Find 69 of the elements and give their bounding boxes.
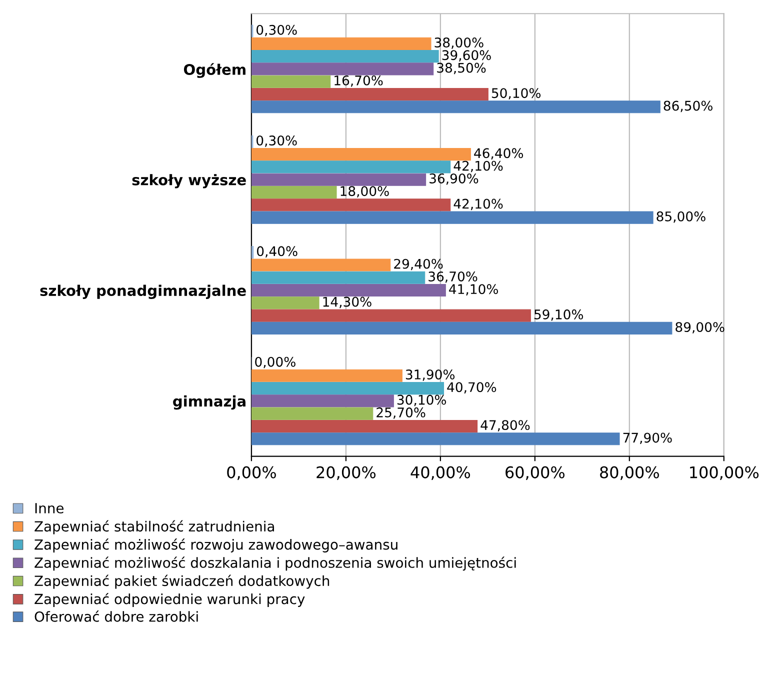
data-label: 30,10% (397, 394, 446, 406)
data-label: 85,00% (656, 211, 706, 223)
data-label: 42,10% (454, 198, 503, 210)
legend-label: Zapewniać stabilność zatrudnienia (34, 520, 274, 534)
bar (251, 322, 672, 335)
data-label: 42,10% (454, 160, 503, 172)
bar (251, 284, 446, 297)
data-label: 36,70% (428, 271, 478, 283)
legend-label: Zapewniać możliwość rozwoju zawodowego–awansu (34, 538, 398, 552)
data-label: 36,90% (430, 173, 478, 185)
data-label: 16,70% (334, 75, 383, 87)
data-label: 0,40% (257, 246, 298, 258)
y-tick-label: szkoły ponadgimnazjalne (40, 284, 246, 299)
data-label: 50,10% (492, 88, 541, 100)
bar (251, 420, 478, 433)
bar (251, 369, 402, 382)
bar (251, 186, 337, 199)
x-tick-label: 40,00% (410, 466, 470, 480)
data-label: 18,00% (340, 186, 389, 198)
legend-label: Oferować dobre zarobki (34, 610, 198, 622)
data-label: 14,30% (323, 296, 372, 308)
bar (251, 211, 654, 224)
data-label: 77,90% (623, 432, 672, 444)
x-tick-label: 0,00% (227, 466, 276, 480)
data-label: 38,50% (437, 62, 486, 74)
data-label: 0,30% (256, 24, 297, 36)
data-label: 40,70% (447, 382, 496, 394)
bar (251, 75, 331, 88)
bar (251, 100, 660, 114)
bar (251, 173, 426, 186)
bar (251, 432, 620, 446)
bar (251, 394, 394, 408)
bar (251, 382, 444, 395)
bar (251, 37, 432, 50)
legend-label: Zapewniać możliwość doszkalania i podnoszenia swoich umiejętności (34, 556, 516, 571)
bar (251, 407, 374, 420)
x-tick-label: 20,00% (316, 466, 376, 480)
x-tick-label: 80,00% (600, 466, 659, 480)
bar (251, 296, 320, 310)
bar (251, 309, 531, 322)
x-tick-label: 100,00% (690, 466, 759, 480)
data-label: 86,50% (664, 100, 712, 112)
legend-label: Zapewniać pakiet świadczeń dodatkowych (34, 574, 330, 589)
bar (251, 160, 451, 174)
x-tick-label: 60,00% (506, 466, 564, 480)
y-tick-label: Ogółem (184, 63, 246, 78)
data-label: 29,40% (394, 258, 443, 270)
data-label: 38,00% (434, 38, 484, 49)
bar (251, 271, 426, 284)
data-label: 41,10% (449, 284, 498, 296)
data-label: 31,90% (406, 369, 455, 381)
bar (251, 148, 471, 161)
y-tick-label: gimnazja (173, 395, 246, 410)
data-label: 59,10% (534, 309, 584, 321)
bar (251, 88, 488, 101)
data-label: 89,00% (676, 322, 724, 334)
bar (251, 198, 451, 212)
y-tick-label: szkoły wyższe (132, 174, 246, 188)
data-label: 0,00% (255, 356, 296, 368)
bar (251, 50, 439, 63)
data-label: 39,60% (442, 50, 491, 62)
legend-label: Zapewniać odpowiednie warunki pracy (34, 592, 305, 607)
data-label: 0,30% (256, 136, 297, 147)
data-label: 25,70% (376, 407, 426, 419)
legend-label: Inne (35, 503, 64, 514)
data-label: 46,40% (474, 148, 524, 160)
bar (251, 258, 391, 272)
data-label: 47,80% (480, 420, 530, 432)
bar (251, 62, 434, 76)
